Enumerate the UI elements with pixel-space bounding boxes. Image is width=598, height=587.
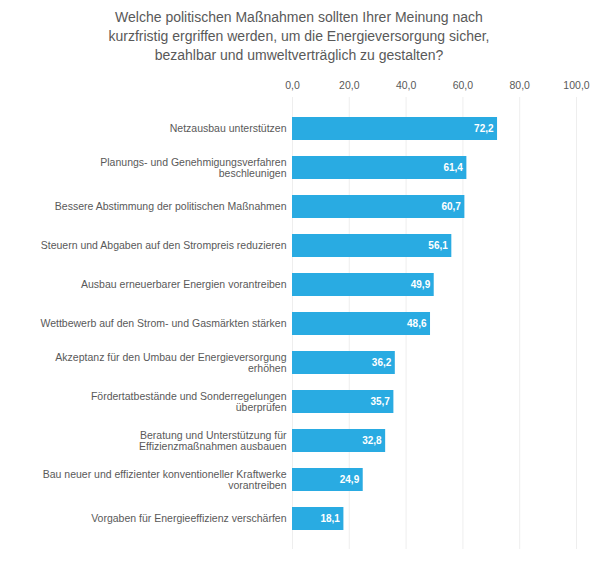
svg-text:Beratung und Unterstützung für: Beratung und Unterstützung fürEffizienzm… [139, 429, 287, 452]
svg-text:48,6: 48,6 [407, 318, 427, 329]
svg-text:60,7: 60,7 [441, 201, 461, 212]
svg-text:Vorgaben für Energieeffizienz: Vorgaben für Energieeffizienz verschärfe… [91, 512, 287, 524]
svg-text:Steuern und Abgaben auf den St: Steuern und Abgaben auf den Strompreis r… [41, 239, 287, 251]
svg-text:Fördertatbestände und Sonderre: Fördertatbestände und Sonderregelungenüb… [91, 390, 287, 413]
svg-text:Akzeptanz für den Umbau der En: Akzeptanz für den Umbau der Energieverso… [55, 351, 286, 374]
svg-text:24,9: 24,9 [340, 474, 360, 485]
svg-text:Ausbau erneuerbarer Energien v: Ausbau erneuerbarer Energien vorantreibe… [81, 278, 287, 290]
svg-text:Planungs- und Genehmigungsverf: Planungs- und Genehmigungsverfahrenbesch… [100, 156, 286, 179]
svg-text:40,0: 40,0 [396, 78, 417, 90]
svg-text:49,9: 49,9 [411, 279, 431, 290]
svg-text:Wettbewerb auf den Strom- und: Wettbewerb auf den Strom- und Gasmärkten… [40, 317, 286, 329]
svg-text:72,2: 72,2 [474, 123, 494, 134]
svg-text:Bessere Abstimmung der politis: Bessere Abstimmung der politischen Maßna… [55, 200, 287, 212]
svg-text:80,0: 80,0 [509, 78, 530, 90]
svg-text:35,7: 35,7 [370, 396, 390, 407]
svg-text:Netzausbau unterstützen: Netzausbau unterstützen [170, 122, 287, 134]
svg-text:18,1: 18,1 [320, 513, 340, 524]
svg-text:32,8: 32,8 [362, 435, 382, 446]
svg-text:36,2: 36,2 [372, 357, 392, 368]
svg-text:56,1: 56,1 [428, 240, 448, 251]
svg-text:Bau neuer und effizienter konv: Bau neuer und effizienter konventionelle… [43, 468, 287, 491]
svg-text:20,0: 20,0 [339, 78, 360, 90]
html-text:Welche politischen Maßnahmen s: Welche politischen Maßnahmen sollten Ihr… [108, 9, 490, 63]
svg-text:0,0: 0,0 [285, 78, 300, 90]
svg-text:100,0: 100,0 [563, 78, 589, 90]
svg-text:60,0: 60,0 [453, 78, 474, 90]
svg-text:61,4: 61,4 [443, 162, 463, 173]
